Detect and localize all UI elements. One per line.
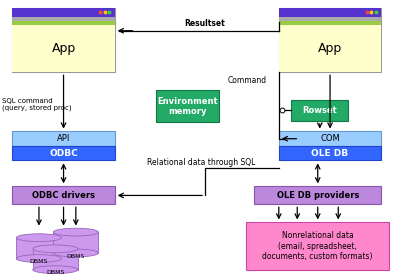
Text: DBMS: DBMS bbox=[30, 259, 48, 264]
FancyBboxPatch shape bbox=[278, 8, 380, 17]
Text: Relational data through SQL: Relational data through SQL bbox=[146, 158, 254, 167]
FancyBboxPatch shape bbox=[155, 90, 219, 122]
FancyBboxPatch shape bbox=[254, 186, 380, 204]
Ellipse shape bbox=[53, 228, 98, 236]
Text: ODBC drivers: ODBC drivers bbox=[32, 191, 95, 200]
Text: App: App bbox=[51, 42, 76, 55]
FancyBboxPatch shape bbox=[12, 17, 115, 21]
FancyBboxPatch shape bbox=[245, 222, 389, 270]
Text: COM: COM bbox=[319, 134, 339, 143]
FancyBboxPatch shape bbox=[12, 25, 115, 72]
Ellipse shape bbox=[16, 234, 61, 242]
Text: SQL command
(query, stored proc): SQL command (query, stored proc) bbox=[2, 98, 72, 111]
Text: Resultset: Resultset bbox=[184, 19, 225, 28]
FancyBboxPatch shape bbox=[12, 146, 115, 160]
Polygon shape bbox=[33, 249, 78, 270]
Polygon shape bbox=[53, 232, 98, 253]
FancyBboxPatch shape bbox=[278, 21, 380, 25]
Ellipse shape bbox=[33, 245, 78, 253]
FancyBboxPatch shape bbox=[12, 8, 115, 17]
Text: DBMS: DBMS bbox=[46, 270, 64, 275]
FancyBboxPatch shape bbox=[12, 21, 115, 25]
Text: DBMS: DBMS bbox=[67, 254, 85, 259]
Text: Nonrelational data
(email, spreadsheet,
documents, custom formats): Nonrelational data (email, spreadsheet, … bbox=[262, 231, 372, 261]
FancyBboxPatch shape bbox=[278, 146, 380, 160]
Text: OLE DB: OLE DB bbox=[311, 149, 348, 158]
FancyBboxPatch shape bbox=[278, 25, 380, 72]
Ellipse shape bbox=[16, 255, 61, 262]
FancyBboxPatch shape bbox=[278, 17, 380, 21]
Text: Command: Command bbox=[227, 76, 266, 85]
FancyBboxPatch shape bbox=[278, 8, 380, 72]
Text: Rowset: Rowset bbox=[302, 106, 336, 115]
Text: App: App bbox=[317, 42, 342, 55]
FancyBboxPatch shape bbox=[12, 186, 115, 204]
Text: OLE DB providers: OLE DB providers bbox=[276, 191, 358, 200]
Text: API: API bbox=[57, 134, 70, 143]
Text: Environment
memory: Environment memory bbox=[157, 97, 217, 116]
Ellipse shape bbox=[33, 266, 78, 274]
FancyBboxPatch shape bbox=[12, 8, 115, 72]
FancyBboxPatch shape bbox=[278, 131, 380, 146]
Text: ODBC: ODBC bbox=[49, 149, 78, 158]
FancyBboxPatch shape bbox=[290, 100, 348, 121]
Polygon shape bbox=[16, 238, 61, 259]
FancyBboxPatch shape bbox=[12, 131, 115, 146]
Ellipse shape bbox=[53, 249, 98, 257]
